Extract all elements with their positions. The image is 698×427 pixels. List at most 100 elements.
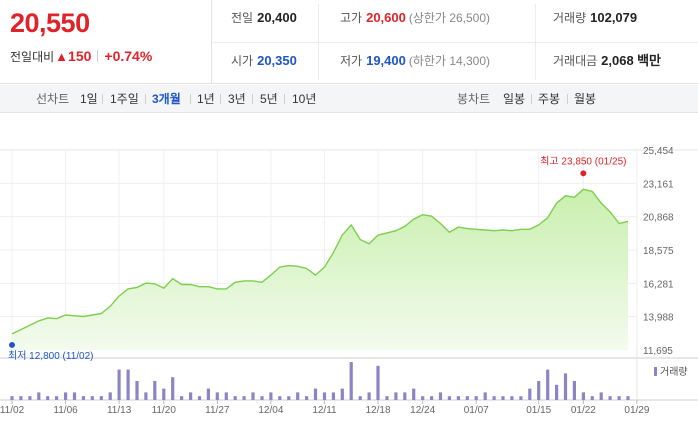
volume-bar	[608, 396, 612, 400]
volume-bar	[590, 396, 594, 400]
volume-bar	[438, 392, 443, 400]
volume-bar	[331, 392, 335, 400]
period-1y-button[interactable]: 1년	[197, 92, 215, 106]
low-cell: 저가 19,400 (하한가 14,300)	[340, 51, 490, 71]
volume-value: 102,079	[590, 10, 638, 25]
x-tick-label: 12/18	[366, 405, 391, 416]
x-tick-label: 11/06	[53, 405, 78, 416]
quote-main: 20,550 전일대비▲150 +0.74%	[0, 0, 212, 84]
period-1d-button[interactable]: 1일	[80, 92, 98, 106]
volume-bar	[456, 396, 460, 400]
period-5y-button[interactable]: 5년	[260, 92, 278, 106]
candle-monthly-button[interactable]: 월봉	[574, 92, 597, 106]
prev-close-value: 20,400	[257, 10, 297, 25]
volume-bar	[144, 392, 148, 400]
volume-bar	[349, 362, 353, 400]
open-cell: 시가 20,350	[231, 51, 297, 71]
open-value: 20,350	[257, 53, 297, 68]
lower-limit-value: 14,300	[449, 54, 487, 68]
x-tick-label: 12/04	[258, 405, 283, 416]
x-tick-label: 11/20	[152, 405, 177, 416]
price-line	[11, 188, 629, 335]
period-divider	[531, 94, 532, 104]
volume-bar	[171, 377, 175, 400]
row-divider	[213, 42, 698, 43]
x-tick-label: 01/15	[526, 405, 551, 416]
upper-limit: (상한가 26,500)	[408, 11, 491, 25]
volume-bar	[537, 381, 541, 400]
y-tick-label: 13,988	[643, 313, 674, 324]
high-value: 20,600	[366, 10, 406, 25]
y-tick-label: 25,454	[643, 146, 674, 157]
min-point-marker	[9, 341, 15, 348]
open-label: 시가	[231, 54, 254, 68]
x-tick-label: 01/22	[571, 405, 596, 416]
volume-bar	[385, 396, 389, 400]
max-point-marker	[580, 170, 587, 177]
volume-bar	[189, 392, 193, 400]
period-divider	[190, 94, 191, 104]
volume-bar	[483, 392, 487, 400]
lower-limit-label: 하한가	[412, 54, 446, 68]
up-arrow-icon: ▲	[55, 49, 69, 64]
volume-label: 거래량	[553, 11, 587, 25]
volume-bar	[278, 396, 282, 400]
volume-bar	[260, 396, 264, 400]
volume-bar	[296, 392, 300, 400]
volume-bar	[117, 369, 121, 400]
volume-bar	[135, 381, 139, 400]
x-tick-label: 12/11	[312, 405, 337, 416]
volume-bar	[546, 369, 550, 400]
min-point-label: 최저 12,800 (11/02)	[8, 350, 94, 362]
period-10y-button[interactable]: 10년	[292, 92, 317, 106]
volume-bar	[90, 396, 94, 400]
volume-bar	[394, 392, 398, 400]
volume-bar	[197, 396, 202, 400]
volume-bar	[376, 365, 380, 400]
x-tick-label: 12/24	[410, 405, 435, 416]
upper-limit-value: 26,500	[449, 11, 487, 25]
turnover-value: 2,068	[601, 53, 634, 68]
volume-bar	[501, 396, 505, 400]
y-tick-label: 23,161	[643, 179, 674, 190]
volume-bar	[465, 396, 469, 400]
volume-bar	[108, 392, 112, 400]
price-chart: 거래량 25,454 23,161 20,868 18,575 16,281 13,988…	[0, 146, 698, 416]
period-3y-button[interactable]: 3년	[228, 92, 246, 106]
high-label: 고가	[340, 11, 363, 25]
period-divider	[252, 94, 253, 104]
volume-bar	[367, 392, 371, 400]
turnover-cell: 거래대금 2,068 백만	[553, 51, 661, 71]
volume-bar	[153, 381, 157, 400]
y-tick-label: 20,868	[643, 213, 674, 224]
period-divider	[220, 94, 221, 104]
max-point-label: 최고 23,850 (01/25)	[540, 155, 626, 167]
high-cell: 고가 20,600 (상한가 26,500)	[340, 8, 490, 28]
period-3m-button[interactable]: 3개월	[152, 92, 181, 106]
change-label: 전일대비	[10, 50, 55, 64]
volume-bar	[99, 396, 103, 400]
period-divider	[284, 94, 285, 104]
x-tick-label: 11/13	[107, 405, 132, 416]
lower-limit: (하한가 14,300)	[408, 54, 491, 68]
volume-bar	[305, 396, 309, 400]
volume-bar	[72, 392, 77, 400]
volume-bar	[251, 392, 255, 400]
prev-close-cell: 전일 20,400	[231, 8, 297, 28]
candle-weekly-button[interactable]: 주봉	[538, 92, 561, 106]
upper-limit-label: 상한가	[412, 11, 446, 25]
volume-bar	[81, 396, 85, 400]
volume-bar	[10, 396, 14, 400]
current-price: 20,550	[10, 8, 90, 38]
volume-bar	[403, 392, 407, 400]
low-value: 19,400	[366, 53, 406, 68]
volume-bar	[206, 388, 210, 400]
candle-daily-button[interactable]: 일봉	[503, 92, 526, 106]
period-bar: 선차트 1일 1주일 3개월 1년 3년 5년 10년 봉차트 일봉 주봉 월봉	[0, 85, 698, 113]
turnover-label: 거래대금	[553, 54, 598, 68]
period-1w-button[interactable]: 1주일	[110, 92, 139, 106]
low-label: 저가	[340, 54, 363, 68]
quote-panel: 20,550 전일대비▲150 +0.74% 전일 20,400 고가 20,600(…	[0, 0, 698, 84]
x-tick-label: 01/07	[464, 405, 489, 416]
volume-bar	[269, 392, 273, 400]
